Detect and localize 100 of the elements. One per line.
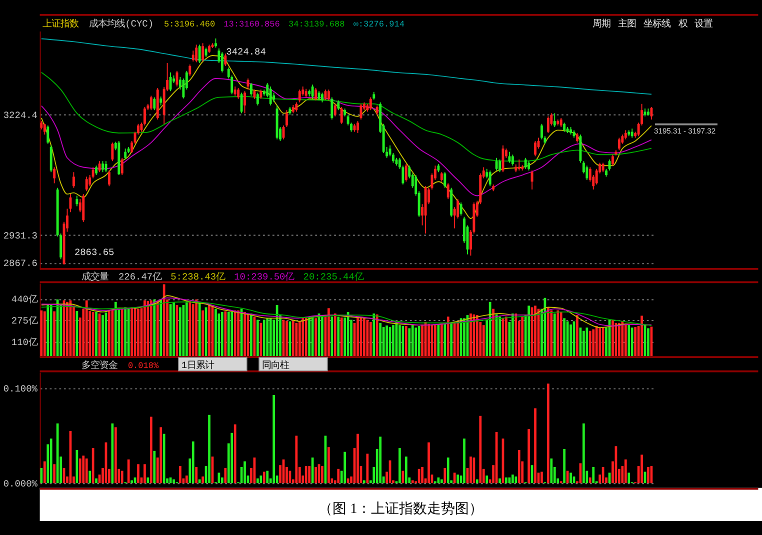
candlestick — [150, 95, 152, 111]
bar — [356, 434, 359, 484]
candlestick — [553, 112, 556, 128]
bar — [470, 314, 472, 356]
candlestick — [495, 157, 498, 171]
bar — [111, 423, 114, 484]
bar — [234, 310, 236, 356]
text: 2863.65 — [74, 247, 114, 258]
bar — [372, 314, 376, 356]
bar — [444, 468, 446, 484]
bar — [127, 308, 130, 356]
candlestick — [327, 89, 330, 101]
bar — [592, 329, 595, 356]
chart-subtitle: 0.018% — [128, 360, 160, 371]
bar — [53, 464, 56, 484]
candlestick — [612, 154, 614, 166]
bar — [160, 299, 162, 356]
bar — [269, 318, 272, 356]
bar — [398, 448, 401, 484]
candlestick — [624, 130, 627, 140]
candlestick — [108, 170, 110, 187]
bar — [379, 436, 382, 484]
bar — [428, 442, 430, 484]
bar — [521, 316, 524, 356]
candlestick — [260, 89, 262, 100]
bar — [82, 456, 85, 484]
text: （图 1：上证指数走势图） — [318, 500, 484, 517]
bar — [563, 318, 566, 356]
candlestick — [153, 96, 156, 111]
bar — [369, 322, 372, 356]
candlestick — [85, 176, 88, 192]
bar — [314, 318, 317, 356]
bar — [179, 466, 182, 484]
bar — [304, 466, 308, 484]
bar — [482, 325, 485, 356]
bar — [95, 312, 98, 356]
candlestick — [250, 82, 252, 96]
candlestick — [124, 148, 127, 160]
candlestick — [444, 172, 446, 188]
candlestick — [98, 160, 101, 173]
bar — [379, 322, 382, 356]
bar — [262, 472, 266, 484]
y-tick-label: 440亿 — [11, 294, 38, 306]
bar — [198, 479, 201, 484]
bar — [144, 464, 146, 484]
bar — [308, 316, 311, 356]
bar — [192, 441, 194, 484]
bar — [647, 467, 650, 484]
candlestick — [244, 90, 246, 114]
text: 周期 — [592, 18, 610, 30]
bar — [46, 305, 50, 356]
candlestick — [198, 44, 201, 64]
bar — [446, 316, 450, 356]
bar — [286, 320, 288, 356]
bar — [308, 466, 311, 484]
bar — [624, 324, 627, 356]
bar — [511, 314, 514, 356]
bar — [411, 325, 414, 356]
bar — [492, 308, 494, 356]
bar — [586, 328, 588, 356]
bar — [272, 394, 276, 484]
bar — [208, 305, 210, 356]
bar — [418, 326, 420, 356]
bar — [111, 309, 114, 356]
candlestick — [120, 157, 124, 176]
bar — [172, 302, 175, 356]
bar — [428, 324, 430, 356]
bar — [634, 327, 637, 356]
candlestick — [528, 160, 530, 171]
bar — [563, 448, 566, 484]
bar — [185, 476, 188, 484]
bar — [120, 470, 124, 484]
bar — [588, 477, 592, 484]
bar — [340, 318, 343, 356]
bar — [153, 299, 156, 356]
candlestick — [46, 124, 50, 144]
bar — [528, 306, 530, 356]
candlestick — [285, 110, 288, 128]
candlestick — [256, 92, 259, 106]
bar — [156, 300, 159, 356]
candlestick — [524, 157, 527, 170]
bar — [498, 478, 501, 484]
bar — [414, 328, 418, 356]
candlestick — [314, 88, 318, 101]
candlestick — [618, 137, 620, 151]
bar — [628, 324, 630, 356]
bar — [356, 316, 359, 356]
bar — [647, 328, 650, 356]
bar — [476, 479, 478, 484]
bar — [162, 284, 166, 356]
bar — [421, 324, 424, 356]
candlestick — [511, 154, 514, 166]
bar — [102, 315, 104, 356]
candlestick — [488, 170, 492, 187]
bar — [366, 454, 369, 484]
y-tick-label: 0.000% — [3, 478, 38, 490]
bar — [160, 427, 162, 484]
bar — [298, 321, 301, 356]
bar — [130, 480, 133, 484]
bar — [640, 454, 643, 484]
